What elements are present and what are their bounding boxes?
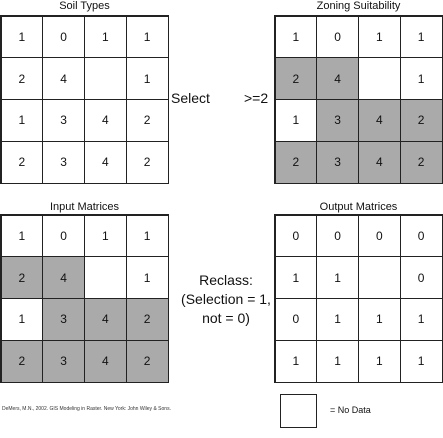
- zoning-suitability-cell: 3: [316, 140, 359, 184]
- reclass-line-3: not = 0): [202, 310, 250, 326]
- soil-types-cell: 4: [42, 57, 85, 100]
- input-matrices-cell: 2: [125, 339, 169, 383]
- output-matrices-cell: [358, 256, 401, 299]
- zoning-suitability-cell: 2: [274, 140, 318, 184]
- output-matrices-cell: 0: [399, 256, 443, 299]
- zoning-suitability-cell: 3: [316, 99, 359, 142]
- zoning-suitability-cell: 1: [399, 15, 443, 59]
- input-matrices-cell: 3: [42, 339, 85, 383]
- input-matrices-cell: 0: [42, 214, 85, 258]
- zoning-suitability-cell: 1: [399, 57, 443, 100]
- input-matrices-cell: 1: [84, 214, 127, 258]
- soil-types-cell: 0: [42, 15, 85, 59]
- input-matrices-cell: 1: [125, 214, 169, 258]
- zoning-suitability-cell: 4: [358, 99, 401, 142]
- zoning-suitability-cell: 4: [358, 140, 401, 184]
- output-matrices-cell: 0: [274, 214, 318, 258]
- zoning-suitability-cell: 1: [274, 99, 318, 142]
- zoning-suitability-cell: 1: [274, 15, 318, 59]
- input-matrices-cell: 1: [0, 214, 44, 258]
- input-matrices-cell: 4: [84, 298, 127, 341]
- soil-types-cell: 1: [84, 15, 127, 59]
- soil-types-cell: [84, 57, 127, 100]
- input-matrices-cell: 2: [125, 298, 169, 341]
- zoning-suitability-cell: 2: [399, 99, 443, 142]
- condition-label: >=2: [244, 90, 269, 106]
- zoning-suitability-cell: 2: [399, 140, 443, 184]
- output-matrices-cell: 0: [274, 298, 318, 341]
- output-matrices-cell: 0: [358, 214, 401, 258]
- soil-types-cell: 2: [0, 140, 44, 184]
- input-matrices-cell: 2: [0, 339, 44, 383]
- no-data-legend-swatch: [280, 394, 317, 428]
- soil-types-cell: 2: [125, 140, 169, 184]
- input-matrices-cell: [84, 256, 127, 299]
- soil-types-cell: 4: [84, 140, 127, 184]
- zoning-suitability-cell: 2: [274, 57, 318, 100]
- input-matrices-cell: 1: [0, 298, 44, 341]
- panel-title-soil-types: Soil Types: [59, 0, 110, 12]
- no-data-legend-label: = No Data: [330, 405, 371, 415]
- input-matrices-cell: 4: [42, 256, 85, 299]
- panel-title-input-matrices: Input Matrices: [49, 201, 120, 213]
- soil-types-cell: 1: [0, 99, 44, 142]
- soil-types-cell: 3: [42, 140, 85, 184]
- output-matrices-cell: 1: [358, 339, 401, 383]
- input-matrices-cell: 1: [125, 256, 169, 299]
- reclass-line-1: Reclass:: [199, 272, 253, 288]
- input-matrices-cell: 4: [84, 339, 127, 383]
- soil-types-cell: 1: [0, 15, 44, 59]
- reclass-label: Reclass: (Selection = 1, not = 0): [176, 271, 276, 328]
- output-matrices-cell: 1: [274, 256, 318, 299]
- soil-types-cell: 1: [125, 15, 169, 59]
- output-matrices-cell: 1: [399, 298, 443, 341]
- zoning-suitability-cell: 4: [316, 57, 359, 100]
- soil-types-cell: 3: [42, 99, 85, 142]
- output-matrices-cell: 1: [358, 298, 401, 341]
- soil-types-cell: 2: [125, 99, 169, 142]
- zoning-suitability-cell: 1: [358, 15, 401, 59]
- output-matrices-cell: 0: [399, 214, 443, 258]
- output-matrices-cell: 1: [316, 339, 359, 383]
- zoning-suitability-cell: 0: [316, 15, 359, 59]
- select-label: Select: [171, 90, 210, 106]
- reclass-line-2: (Selection = 1,: [181, 291, 271, 307]
- zoning-suitability-cell: [358, 57, 401, 100]
- output-matrices-cell: 1: [316, 298, 359, 341]
- soil-types-cell: 2: [0, 57, 44, 100]
- soil-types-cell: 1: [125, 57, 169, 100]
- input-matrices-cell: 3: [42, 298, 85, 341]
- output-matrices-cell: 1: [399, 339, 443, 383]
- panel-title-zoning-suitability: Zoning Suitability: [316, 0, 401, 12]
- output-matrices-cell: 1: [274, 339, 318, 383]
- input-matrices-cell: 2: [0, 256, 44, 299]
- citation: DeMers, M.N., 2002. GIS Modeling in Rast…: [2, 406, 171, 412]
- output-matrices-cell: 1: [316, 256, 359, 299]
- soil-types-cell: 4: [84, 99, 127, 142]
- output-matrices-cell: 0: [316, 214, 359, 258]
- panel-title-output-matrices: Output Matrices: [319, 201, 398, 213]
